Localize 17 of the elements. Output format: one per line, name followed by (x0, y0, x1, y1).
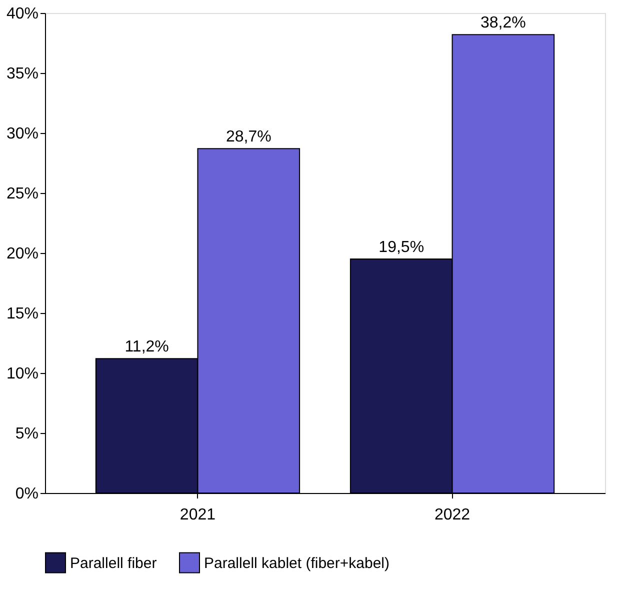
y-tick-label: 20% (6, 246, 38, 262)
x-tick-label: 2021 (180, 506, 216, 524)
legend-label: Parallell kablet (fiber+kabel) (204, 554, 390, 572)
data-label: 28,7% (226, 128, 272, 146)
data-label: 11,2% (124, 338, 169, 356)
y-tick-label: 0% (15, 486, 38, 502)
x-tick-label: 2022 (434, 506, 470, 524)
y-tick-label: 35% (6, 66, 38, 82)
legend-label: Parallell fiber (70, 554, 157, 572)
y-tick-label: 10% (6, 366, 38, 382)
y-tick-label: 25% (6, 186, 38, 202)
y-tick-label: 15% (6, 306, 38, 322)
y-tick-label: 5% (15, 426, 38, 442)
y-tick-label: 40% (6, 6, 38, 22)
data-label: 38,2% (480, 14, 526, 32)
y-tick-label: 30% (6, 126, 38, 142)
data-label: 19,5% (378, 239, 424, 256)
